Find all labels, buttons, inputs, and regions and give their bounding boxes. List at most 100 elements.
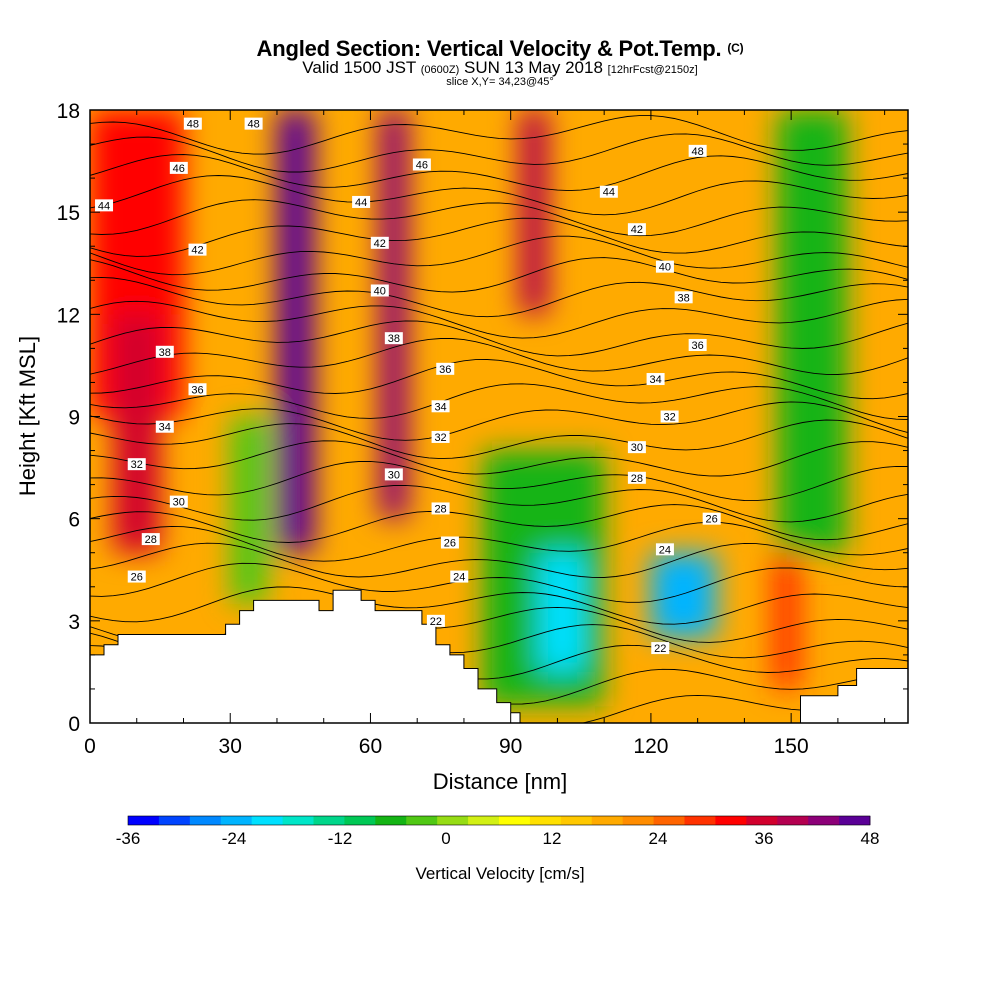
svg-text:48: 48 bbox=[187, 119, 199, 131]
svg-text:34: 34 bbox=[434, 401, 446, 413]
colorbar-swatch bbox=[808, 816, 840, 825]
colorbar-swatch bbox=[468, 816, 500, 825]
forecast-info: [12hrFcst@2150z] bbox=[607, 64, 698, 76]
x-axis-label: Distance [nm] bbox=[432, 769, 568, 794]
svg-text:34: 34 bbox=[159, 422, 171, 434]
x-tick-label: 30 bbox=[219, 735, 242, 758]
velocity-cell-3 bbox=[276, 110, 315, 553]
colorbar-swatch bbox=[777, 816, 809, 825]
theta-label-38: 38 bbox=[155, 345, 174, 359]
theta-contour-30 bbox=[90, 484, 908, 523]
theta-label-30: 30 bbox=[627, 441, 646, 454]
theta-label-34: 34 bbox=[646, 373, 665, 386]
theta-contour-41 bbox=[90, 257, 908, 293]
theta-label-44: 44 bbox=[352, 195, 371, 209]
chart-subtitle: Valid 1500 JST (0600Z) SUN 13 May 2018 [… bbox=[0, 58, 1000, 78]
valid-time: Valid 1500 JST bbox=[302, 58, 417, 77]
svg-text:26: 26 bbox=[706, 514, 718, 526]
theta-label-36: 36 bbox=[436, 362, 455, 376]
svg-text:24: 24 bbox=[659, 544, 671, 556]
x-tick-label: 60 bbox=[359, 735, 382, 758]
theta-contour-43 bbox=[90, 217, 908, 257]
svg-text:26: 26 bbox=[444, 538, 456, 550]
svg-text:44: 44 bbox=[98, 200, 110, 212]
theta-label-34: 34 bbox=[155, 420, 174, 434]
colorbar-swatch bbox=[282, 816, 314, 825]
svg-text:26: 26 bbox=[131, 572, 143, 584]
svg-text:38: 38 bbox=[388, 333, 400, 345]
svg-text:30: 30 bbox=[631, 442, 643, 454]
theta-contour-26 bbox=[90, 562, 908, 603]
title-units: (C) bbox=[727, 41, 744, 55]
theta-labels: 48 48 46 44 42 38 36 34 32 30 28 26 44 42 40 38 30 46 36 34… bbox=[95, 117, 721, 655]
svg-text:40: 40 bbox=[374, 285, 386, 297]
colorbar-swatch bbox=[591, 816, 624, 825]
colorbar-tick-label: 48 bbox=[861, 829, 880, 848]
theta-contour-36 bbox=[90, 359, 908, 400]
theta-contour-47 bbox=[90, 133, 908, 173]
valid-utc: (0600Z) bbox=[420, 64, 460, 76]
velocity-cell-10 bbox=[777, 110, 848, 553]
svg-text:28: 28 bbox=[631, 473, 643, 485]
theta-label-32: 32 bbox=[431, 430, 450, 444]
theta-contour-32 bbox=[90, 440, 908, 477]
svg-text:24: 24 bbox=[453, 572, 465, 584]
theta-label-40: 40 bbox=[370, 284, 389, 297]
theta-contour-28 bbox=[90, 521, 908, 562]
theta-label-22: 22 bbox=[426, 614, 445, 628]
theta-label-32: 32 bbox=[660, 410, 679, 424]
theta-label-44: 44 bbox=[95, 199, 114, 212]
y-tick-label: 3 bbox=[68, 611, 80, 634]
theta-label-38: 38 bbox=[384, 332, 403, 345]
colorbar-swatch bbox=[158, 816, 191, 825]
theta-label-26: 26 bbox=[127, 570, 146, 584]
theta-contour-44 bbox=[90, 199, 908, 237]
y-tick-label: 0 bbox=[68, 713, 80, 736]
theta-label-48: 48 bbox=[244, 117, 263, 131]
theta-label-24: 24 bbox=[450, 570, 469, 584]
colorbar-tick-label: -36 bbox=[116, 829, 141, 848]
theta-label-22: 22 bbox=[651, 642, 670, 655]
colorbar-swatch bbox=[375, 816, 407, 825]
theta-label-42: 42 bbox=[370, 236, 389, 250]
theta-label-38: 38 bbox=[674, 291, 693, 304]
velocity-cell-9 bbox=[772, 552, 801, 689]
theta-contour-34 bbox=[90, 401, 908, 441]
theta-label-28: 28 bbox=[141, 533, 160, 546]
velocity-cell-7 bbox=[520, 110, 549, 315]
svg-text:38: 38 bbox=[678, 292, 690, 304]
theta-contour-33 bbox=[90, 419, 908, 460]
svg-text:44: 44 bbox=[603, 187, 615, 199]
theta-label-26: 26 bbox=[440, 536, 459, 550]
colorbar-swatch bbox=[622, 816, 654, 825]
svg-text:32: 32 bbox=[131, 459, 143, 471]
svg-text:22: 22 bbox=[430, 616, 442, 628]
theta-contour-29 bbox=[90, 504, 908, 543]
x-tick-label: 120 bbox=[633, 735, 668, 758]
theta-label-32: 32 bbox=[127, 458, 146, 471]
theta-label-28: 28 bbox=[627, 471, 646, 485]
colorbar-tick-label: 36 bbox=[755, 829, 774, 848]
theta-label-46: 46 bbox=[412, 158, 431, 171]
colorbar-swatch bbox=[313, 816, 345, 825]
svg-text:38: 38 bbox=[159, 347, 171, 359]
theta-label-44: 44 bbox=[599, 185, 618, 199]
colorbar-swatch bbox=[189, 816, 222, 825]
svg-text:42: 42 bbox=[191, 245, 203, 257]
svg-text:28: 28 bbox=[434, 503, 446, 515]
colorbar-swatch bbox=[220, 816, 253, 825]
y-tick-label: 15 bbox=[57, 202, 80, 225]
theta-label-24: 24 bbox=[655, 543, 674, 556]
svg-text:36: 36 bbox=[692, 340, 704, 352]
colorbar-swatch bbox=[128, 816, 160, 825]
colorbar-swatch bbox=[653, 816, 685, 825]
colorbar-swatch bbox=[715, 816, 747, 825]
colorbar-tick-label: 24 bbox=[649, 829, 668, 848]
colorbar-tick-label: 12 bbox=[543, 829, 562, 848]
theta-contour-38 bbox=[90, 320, 908, 357]
theta-label-26: 26 bbox=[702, 512, 721, 526]
theta-contour-35 bbox=[90, 383, 908, 421]
velocity-cell-6 bbox=[538, 552, 586, 672]
velocity-cell-4 bbox=[379, 110, 408, 519]
y-tick-label: 9 bbox=[68, 407, 80, 430]
